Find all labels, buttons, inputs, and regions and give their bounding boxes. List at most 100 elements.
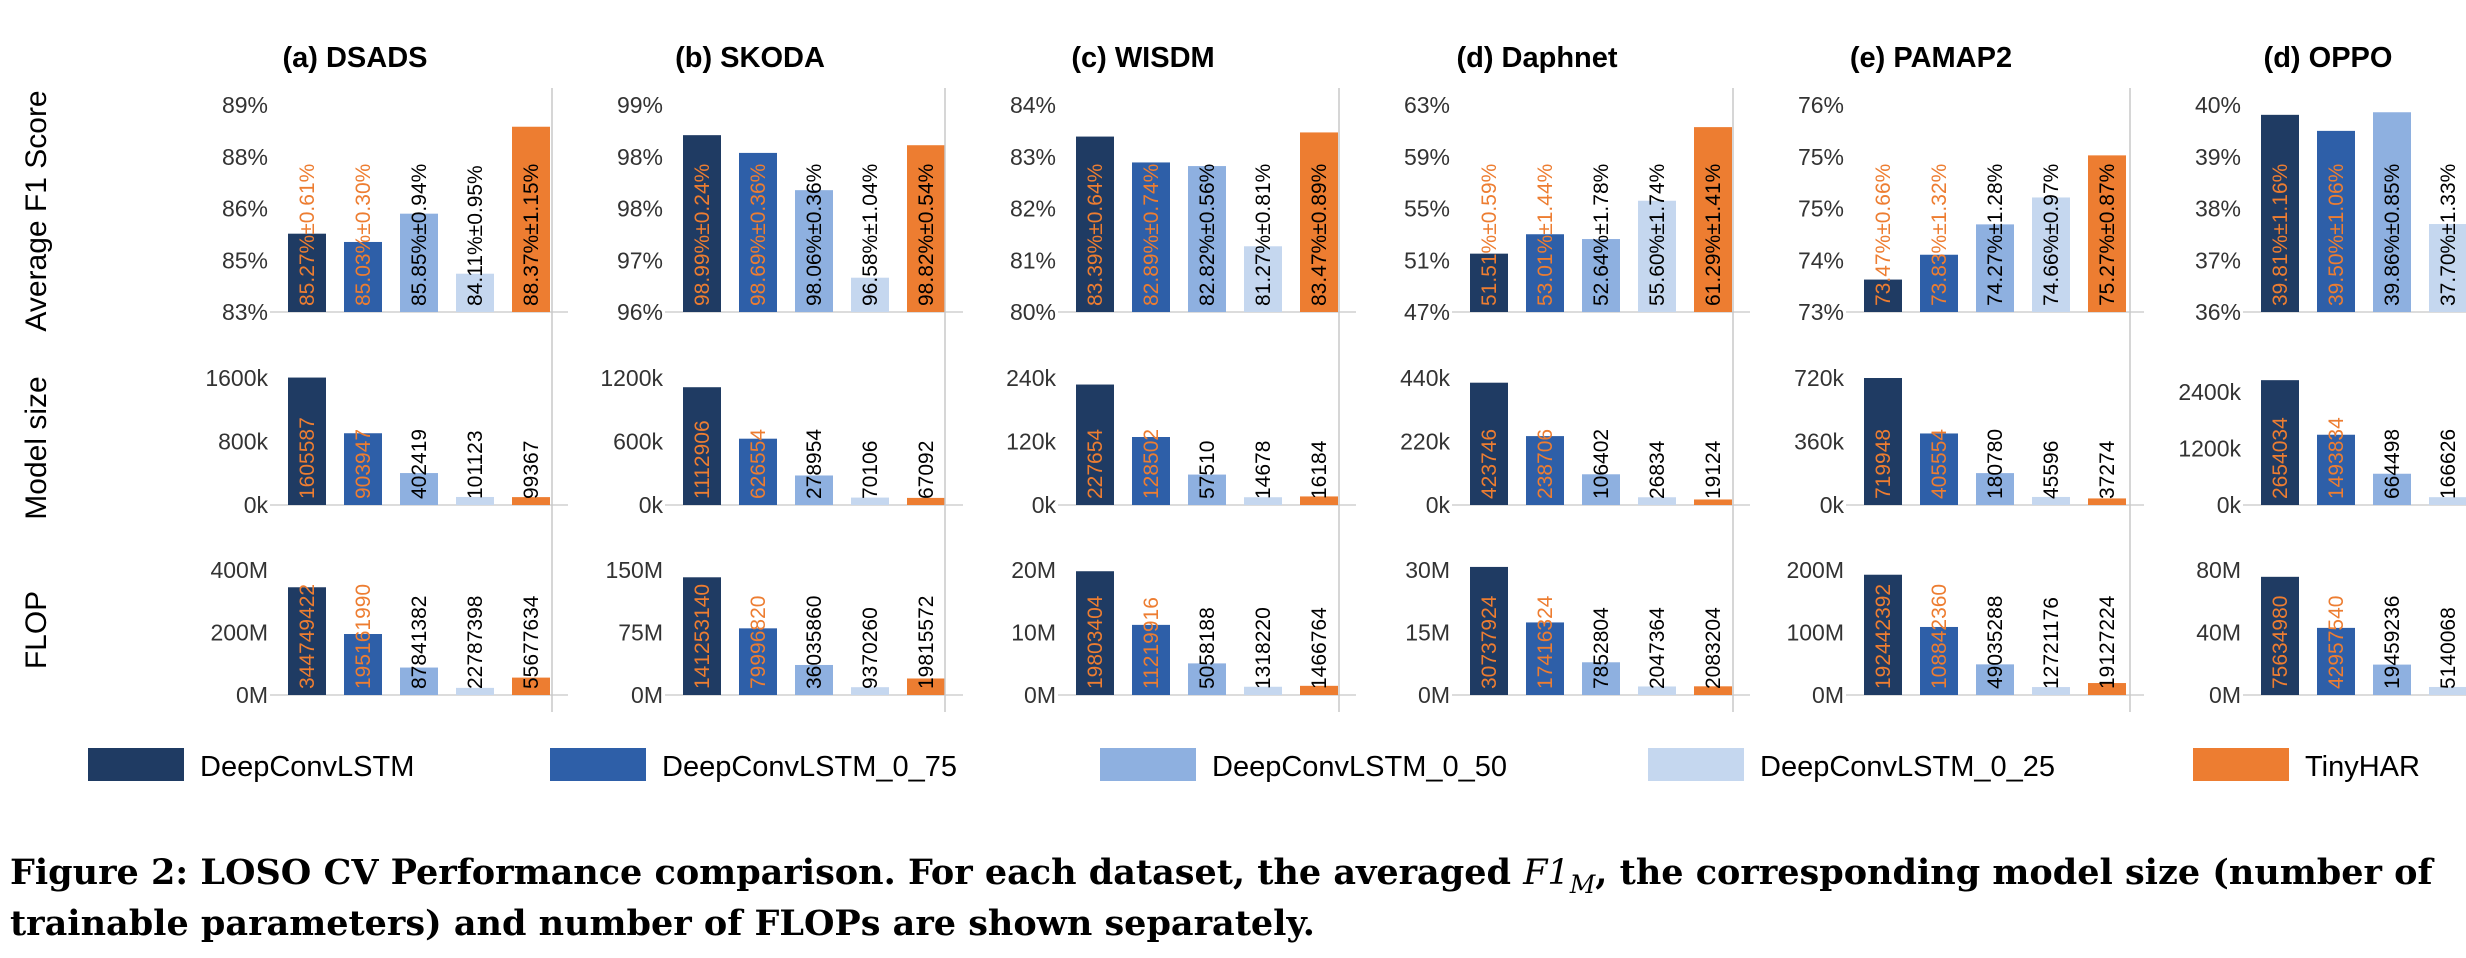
bar-value-label: 19124: [1702, 440, 1725, 499]
row-f1: 96% 97% 98% 98% 99% 98.99%±0.24% 98.69%±0.36% 9…: [617, 92, 963, 325]
bar-value-label: 1466764: [1308, 607, 1331, 689]
bar-deepconvlstm: [2261, 114, 2299, 313]
row-f1: 36% 37% 38% 39% 40% 39.81%±1.16% 39.50%±1.06% 3…: [2195, 92, 2466, 325]
bar-tinyhar: [1300, 132, 1338, 312]
bar-deepconvlstm-0-50: [1976, 473, 2014, 505]
y-tick-label: 98%: [617, 196, 663, 222]
bar-value-label: 11219916: [1140, 597, 1163, 689]
bar-tinyhar: [1300, 496, 1338, 505]
bar-value-label: 1605587: [296, 417, 319, 499]
bar-deepconvlstm-0-50: [1976, 664, 2014, 695]
row-flop: 0M 100M 200M 192442392 108842360 49035288 1272…: [1786, 557, 2144, 708]
bar-deepconvlstm-0-25: [2032, 496, 2070, 505]
bar-deepconvlstm-0-25: [2429, 224, 2466, 312]
bar-deepconvlstm-0-50: [795, 475, 833, 505]
bar-deepconvlstm-0-75: [344, 241, 382, 312]
bar-value-label: 39.50%±1.06%: [2325, 164, 2348, 306]
panel-a-dsads: (a) DSADS 83% 85% 86% 88% 89% 85.27%±0.61% 85.0…: [205, 42, 568, 708]
row-size: 0k 220k 440k 423746 238706 106402 26834 19124: [1400, 365, 1750, 518]
panel-c-wisdm: (c) WISDM 80% 81% 82% 83% 84% 83.39%±0.64% 82.8…: [944, 42, 1356, 712]
bar-value-label: 84.11%±0.95%: [464, 165, 487, 306]
y-tick-label: 1600k: [205, 365, 268, 391]
bar-value-label: 180780: [1984, 429, 2007, 499]
panel-title: (b) SKODA: [675, 42, 825, 74]
bar-deepconvlstm: [1076, 571, 1114, 695]
row-flop: 0M 75M 150M 141253140 79996820 36035860 937026…: [605, 557, 963, 708]
legend-item-deepconvlstm: DeepConvLSTM: [88, 748, 414, 783]
bar-value-label: 141253140: [691, 584, 714, 689]
y-tick-label: 96%: [617, 299, 663, 325]
panel-title: (c) WISDM: [1071, 42, 1214, 74]
bar-tinyhar: [1694, 499, 1732, 505]
row-labels: Average F1 Score Model size FLOP: [20, 90, 53, 669]
bar-value-label: 192442392: [1872, 584, 1895, 689]
chart-panels: (a) DSADS 83% 85% 86% 88% 89% 85.27%±0.61% 85.0…: [205, 42, 2466, 712]
bar-value-label: 83.39%±0.64%: [1084, 164, 1107, 306]
bar-deepconvlstm-0-75: [1920, 254, 1958, 312]
y-tick-label: 81%: [1010, 247, 1056, 273]
y-tick-label: 600k: [613, 429, 663, 455]
panel-d-daphnet: (d) Daphnet 47% 51% 55% 59% 63% 51.51%±0.59% 53…: [1338, 42, 1750, 712]
bar-deepconvlstm-0-25: [851, 277, 889, 312]
bar-value-label: 7852804: [1590, 607, 1613, 689]
bar-deepconvlstm-0-75: [1526, 436, 1564, 505]
bar-value-label: 19127224: [2096, 595, 2119, 689]
bar-value-label: 98.69%±0.36%: [747, 164, 770, 306]
bar-tinyhar: [907, 678, 945, 695]
row-flop: 0M40M80M75634980429575401945923651400681…: [2196, 557, 2466, 708]
bar-value-label: 73.47%±0.66%: [1872, 164, 1895, 306]
bar-deepconvlstm: [1470, 382, 1508, 505]
y-tick-label: 75%: [1798, 144, 1844, 170]
bar-value-label: 74.27%±1.28%: [1984, 164, 2007, 306]
y-tick-label: 88%: [222, 144, 268, 170]
panel-d-oppo: (d) OPPO 36% 37% 38% 39% 40% 39.81%±1.16% 39.50…: [2129, 42, 2466, 712]
legend-label: DeepConvLSTM_0_25: [1760, 751, 2055, 783]
y-tick-label: 39%: [2195, 144, 2241, 170]
bar-value-label: 37.70%±1.33%: [2437, 164, 2460, 306]
bar-deepconvlstm: [288, 587, 326, 695]
y-tick-label: 15M: [1405, 620, 1450, 646]
y-tick-label: 80M: [2196, 557, 2241, 583]
y-tick-label: 36%: [2195, 299, 2241, 325]
row-flop: 0M 200M 400M 344749422 195161990 87841382 2278…: [210, 557, 568, 708]
bar-deepconvlstm-0-75: [2317, 434, 2355, 505]
bar-tinyhar: [512, 677, 550, 695]
bar-value-label: 5058188: [1196, 607, 1219, 689]
y-tick-label: 2400k: [2178, 379, 2241, 405]
bar-value-label: 166626: [2437, 429, 2460, 499]
bar-deepconvlstm: [683, 387, 721, 505]
row-f1: 83% 85% 86% 88% 89% 85.27%±0.61% 85.03%±0.30% 8…: [222, 92, 568, 325]
bar-value-label: 626554: [747, 429, 770, 499]
bar-value-label: 1112906: [691, 420, 714, 499]
bar-deepconvlstm-0-75: [344, 634, 382, 695]
y-tick-label: 59%: [1404, 144, 1450, 170]
legend-label: DeepConvLSTM: [200, 751, 414, 783]
bar-value-label: 39.86%±0.85%: [2381, 164, 2404, 306]
bar-deepconvlstm-0-50: [400, 213, 438, 312]
row-size: 0k 600k 1200k 1112906 626554 278954 70106 67092: [600, 365, 963, 518]
bar-tinyhar: [1694, 686, 1732, 695]
bar-deepconvlstm-0-75: [344, 433, 382, 505]
bar-deepconvlstm-0-75: [1132, 162, 1170, 312]
bar-value-label: 1318220: [1252, 607, 1275, 689]
bar-value-label: 75.27%±0.87%: [2096, 164, 2119, 306]
y-tick-label: 38%: [2195, 196, 2241, 222]
bar-value-label: 75634980: [2269, 596, 2292, 689]
bar-deepconvlstm-0-50: [1976, 224, 2014, 312]
legend-item-tinyhar: TinyHAR: [2193, 748, 2420, 783]
bar-deepconvlstm-0-50: [1582, 474, 1620, 505]
bar-deepconvlstm: [1470, 253, 1508, 312]
caption-math-subscript: M: [1569, 870, 1597, 899]
y-tick-label: 84%: [1010, 92, 1056, 118]
caption-prefix: Figure 2: LOSO CV Performance comparison…: [10, 852, 1523, 893]
bar-deepconvlstm-0-75: [2317, 627, 2355, 695]
y-tick-label: 51%: [1404, 247, 1450, 273]
bar-value-label: 52.64%±1.78%: [1590, 164, 1613, 306]
bar-value-label: 85.85%±0.94%: [408, 164, 431, 306]
bar-deepconvlstm-0-50: [1582, 662, 1620, 695]
y-tick-label: 76%: [1798, 92, 1844, 118]
bar-tinyhar: [2088, 683, 2126, 695]
bar-value-label: 81.27%±0.81%: [1252, 164, 1275, 306]
bar-deepconvlstm-0-25: [1244, 686, 1282, 695]
bar-deepconvlstm-0-50: [2373, 473, 2411, 505]
